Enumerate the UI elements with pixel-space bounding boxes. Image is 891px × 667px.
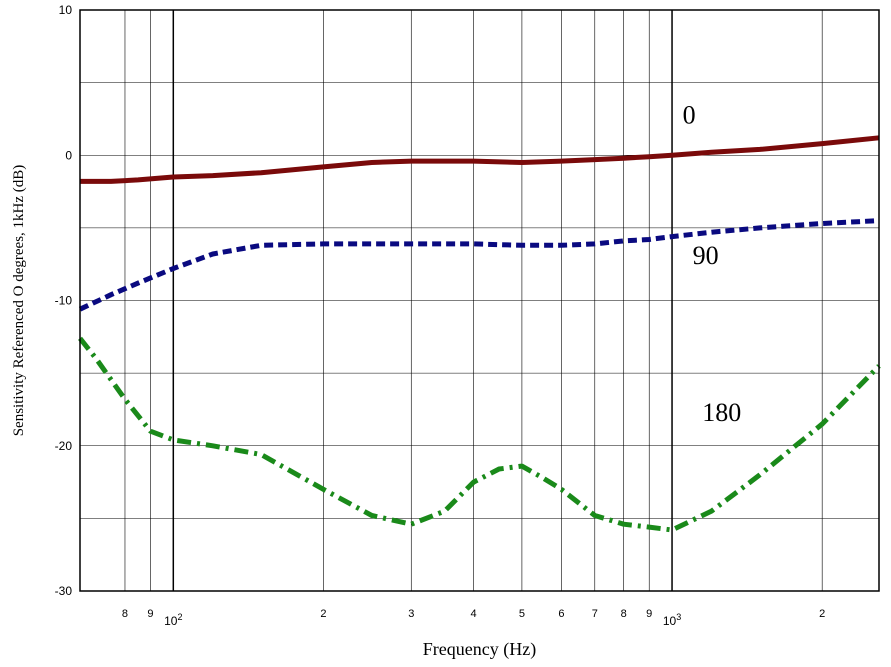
x-axis-label: Frequency (Hz) [423,639,536,660]
x-tick-label: 8 [122,608,128,620]
y-tick-label: 0 [65,148,72,162]
y-tick-label: -20 [55,439,73,453]
grid-lines [80,9,879,592]
x-tick-label: 7 [592,608,598,620]
x-tick-labels: 8 9 102 2 3 4 5 6 7 8 9 103 2 [122,608,825,628]
curve-label-90: 90 [693,241,719,270]
plot-frame [79,9,880,592]
y-axis-label: Sensitivity Referenced O degrees, 1kHz (… [11,165,27,437]
x-tick-label: 2 [819,608,825,620]
x-tick-label: 2 [320,608,326,620]
series-line-0 [80,135,880,184]
y-tick-labels: 10 0 -10 -20 -30 [55,3,73,598]
x-tick-label: 9 [646,608,652,620]
x-tick-label: 4 [471,608,477,620]
x-tick-label: 9 [147,608,153,620]
curve-label-180: 180 [702,398,741,427]
x-tick-label: 5 [519,608,525,620]
x-tick-label: 102 [164,612,182,628]
x-tick-label: 6 [558,608,564,620]
series-line-180 [78,336,881,533]
x-tick-label: 8 [621,608,627,620]
series-line-90 [78,218,880,312]
x-tick-label: 3 [408,608,414,620]
curve-labels: 0 90 180 [683,100,742,427]
y-tick-label: -10 [55,294,73,308]
curve-label-0: 0 [683,100,696,129]
response-curves [78,135,881,533]
y-tick-label: -30 [55,584,73,598]
y-tick-label: 10 [59,3,73,17]
x-tick-label: 103 [663,612,681,628]
